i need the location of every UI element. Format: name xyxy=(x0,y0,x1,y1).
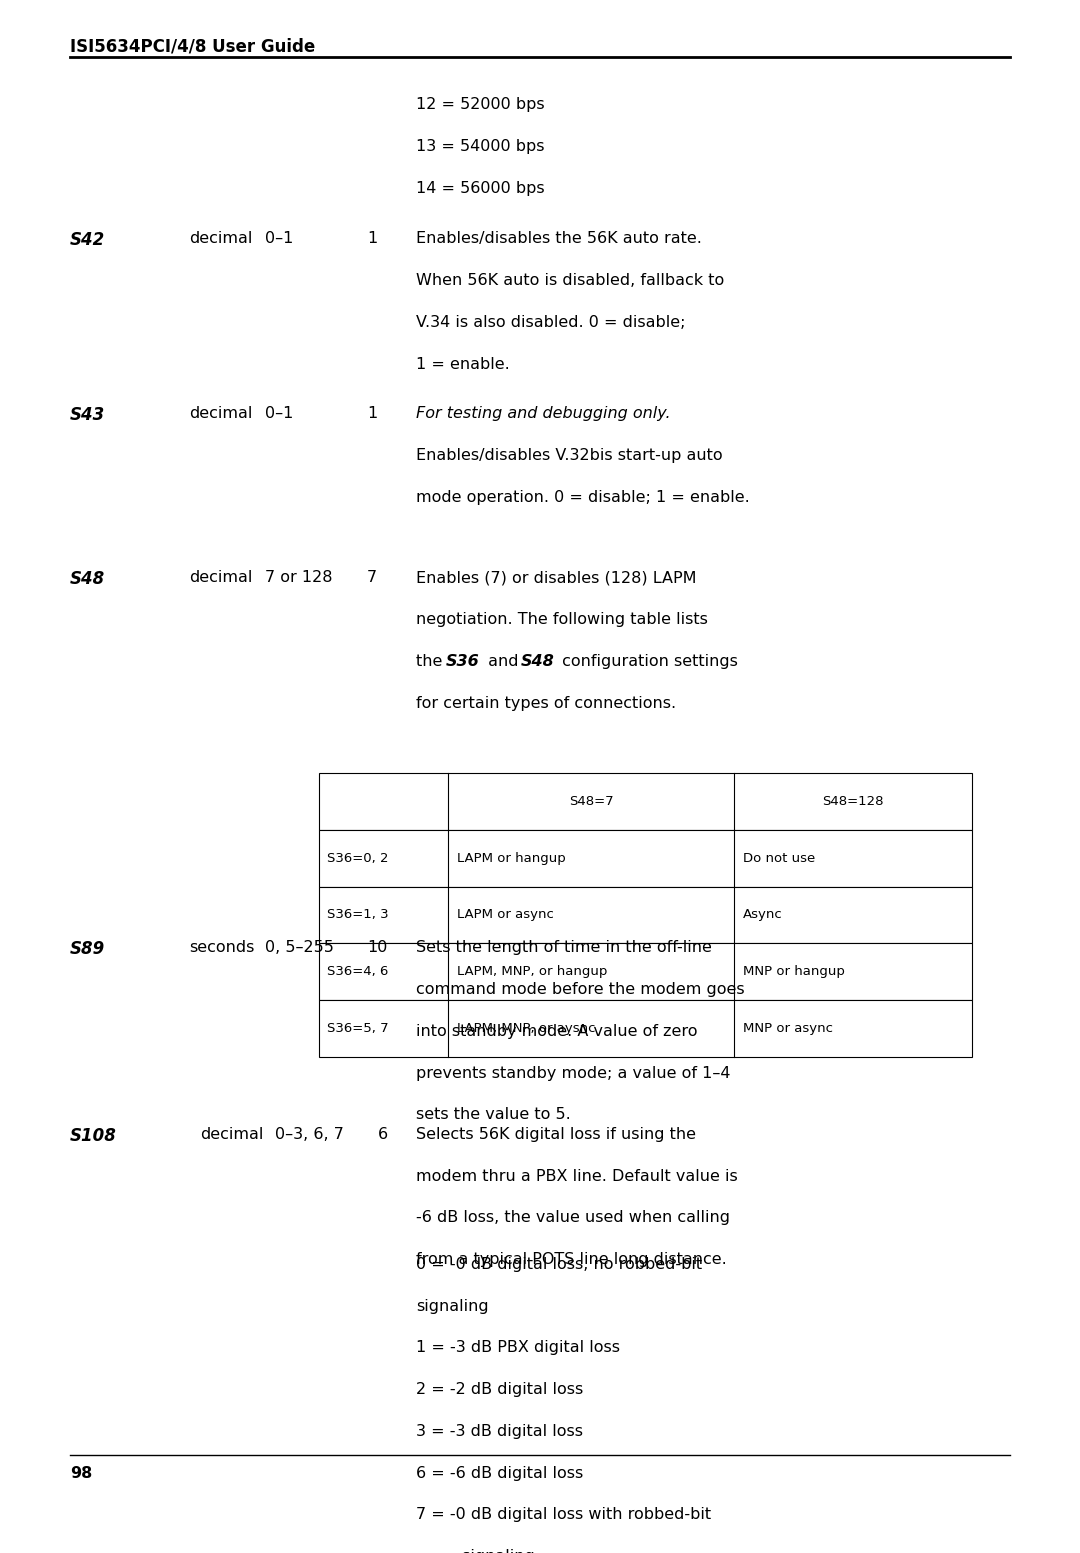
Text: Do not use: Do not use xyxy=(743,851,815,865)
Text: 10: 10 xyxy=(367,940,388,955)
Text: 0, 5–255: 0, 5–255 xyxy=(265,940,334,955)
Text: and: and xyxy=(483,654,524,669)
Text: 6 = -6 dB digital loss: 6 = -6 dB digital loss xyxy=(416,1466,583,1480)
Text: 1: 1 xyxy=(367,231,377,247)
Text: Enables/disables V.32bis start-up auto: Enables/disables V.32bis start-up auto xyxy=(416,447,723,463)
Text: modem thru a PBX line. Default value is: modem thru a PBX line. Default value is xyxy=(416,1169,738,1183)
Text: decimal: decimal xyxy=(189,570,253,585)
Text: command mode before the modem goes: command mode before the modem goes xyxy=(416,981,744,997)
Text: S48: S48 xyxy=(70,570,106,589)
Text: Selects 56K digital loss if using the: Selects 56K digital loss if using the xyxy=(416,1127,696,1141)
Text: S89: S89 xyxy=(70,940,106,958)
Text: S108: S108 xyxy=(70,1127,117,1145)
Text: For testing and debugging only.: For testing and debugging only. xyxy=(416,405,671,421)
Text: 0–1: 0–1 xyxy=(265,405,293,421)
Text: 7 = -0 dB digital loss with robbed-bit: 7 = -0 dB digital loss with robbed-bit xyxy=(416,1508,711,1522)
Text: -6 dB loss, the value used when calling: -6 dB loss, the value used when calling xyxy=(416,1210,730,1225)
Text: prevents standby mode; a value of 1–4: prevents standby mode; a value of 1–4 xyxy=(416,1065,730,1081)
Text: Async: Async xyxy=(743,909,783,921)
Text: S42: S42 xyxy=(70,231,106,250)
Text: 14 = 56000 bps: 14 = 56000 bps xyxy=(416,180,544,196)
Text: 2 = -2 dB digital loss: 2 = -2 dB digital loss xyxy=(416,1382,583,1398)
Bar xyxy=(319,773,972,829)
Bar xyxy=(319,829,972,887)
Text: S36=1, 3: S36=1, 3 xyxy=(327,909,389,921)
Text: LAPM, MNP, or aysnc: LAPM, MNP, or aysnc xyxy=(457,1022,595,1034)
Text: V.34 is also disabled. 0 = disable;: V.34 is also disabled. 0 = disable; xyxy=(416,315,686,329)
Text: 98: 98 xyxy=(70,1466,93,1480)
Text: S36: S36 xyxy=(446,654,480,669)
Text: 7: 7 xyxy=(367,570,377,585)
Text: decimal: decimal xyxy=(189,231,253,247)
Text: S48: S48 xyxy=(521,654,554,669)
Bar xyxy=(319,1000,972,1056)
Text: LAPM or hangup: LAPM or hangup xyxy=(457,851,566,865)
Text: negotiation. The following table lists: negotiation. The following table lists xyxy=(416,612,707,627)
Text: LAPM or async: LAPM or async xyxy=(457,909,554,921)
Text: the: the xyxy=(416,654,447,669)
Text: 3 = -3 dB digital loss: 3 = -3 dB digital loss xyxy=(416,1424,583,1440)
Text: decimal: decimal xyxy=(200,1127,264,1141)
Text: signaling: signaling xyxy=(416,1550,535,1553)
Text: S36=0, 2: S36=0, 2 xyxy=(327,851,389,865)
Text: S48=128: S48=128 xyxy=(823,795,883,808)
Text: 0–1: 0–1 xyxy=(265,231,293,247)
Text: S43: S43 xyxy=(70,405,106,424)
Text: S48=7: S48=7 xyxy=(569,795,613,808)
Text: 0 = -0 dB digital loss, no robbed-bit: 0 = -0 dB digital loss, no robbed-bit xyxy=(416,1256,702,1272)
Text: 12 = 52000 bps: 12 = 52000 bps xyxy=(416,96,544,112)
Bar xyxy=(319,887,972,943)
Text: sets the value to 5.: sets the value to 5. xyxy=(416,1107,570,1123)
Text: configuration settings: configuration settings xyxy=(557,654,738,669)
Bar xyxy=(319,943,972,1000)
Text: decimal: decimal xyxy=(189,405,253,421)
Text: 1 = -3 dB PBX digital loss: 1 = -3 dB PBX digital loss xyxy=(416,1340,620,1356)
Text: S36=4, 6: S36=4, 6 xyxy=(327,964,389,978)
Text: ISI5634PCI/4/8 User Guide: ISI5634PCI/4/8 User Guide xyxy=(70,37,315,56)
Text: Enables/disables the 56K auto rate.: Enables/disables the 56K auto rate. xyxy=(416,231,702,247)
Text: from a typical POTS line long distance.: from a typical POTS line long distance. xyxy=(416,1252,727,1267)
Text: 1 = enable.: 1 = enable. xyxy=(416,357,510,371)
Text: mode operation. 0 = disable; 1 = enable.: mode operation. 0 = disable; 1 = enable. xyxy=(416,489,750,505)
Text: 6: 6 xyxy=(378,1127,388,1141)
Text: Enables (7) or disables (128) LAPM: Enables (7) or disables (128) LAPM xyxy=(416,570,697,585)
Text: seconds: seconds xyxy=(189,940,255,955)
Text: LAPM, MNP, or hangup: LAPM, MNP, or hangup xyxy=(457,964,607,978)
Text: S36=5, 7: S36=5, 7 xyxy=(327,1022,389,1034)
Text: When 56K auto is disabled, fallback to: When 56K auto is disabled, fallback to xyxy=(416,273,724,289)
Text: for certain types of connections.: for certain types of connections. xyxy=(416,696,676,711)
Text: 13 = 54000 bps: 13 = 54000 bps xyxy=(416,138,544,154)
Text: 0–3, 6, 7: 0–3, 6, 7 xyxy=(275,1127,345,1141)
Text: signaling: signaling xyxy=(416,1298,488,1314)
Text: 7 or 128: 7 or 128 xyxy=(265,570,333,585)
Text: MNP or async: MNP or async xyxy=(743,1022,833,1034)
Text: Sets the length of time in the off-line: Sets the length of time in the off-line xyxy=(416,940,712,955)
Text: into standby mode. A value of zero: into standby mode. A value of zero xyxy=(416,1023,698,1039)
Text: MNP or hangup: MNP or hangup xyxy=(743,964,845,978)
Text: 1: 1 xyxy=(367,405,377,421)
